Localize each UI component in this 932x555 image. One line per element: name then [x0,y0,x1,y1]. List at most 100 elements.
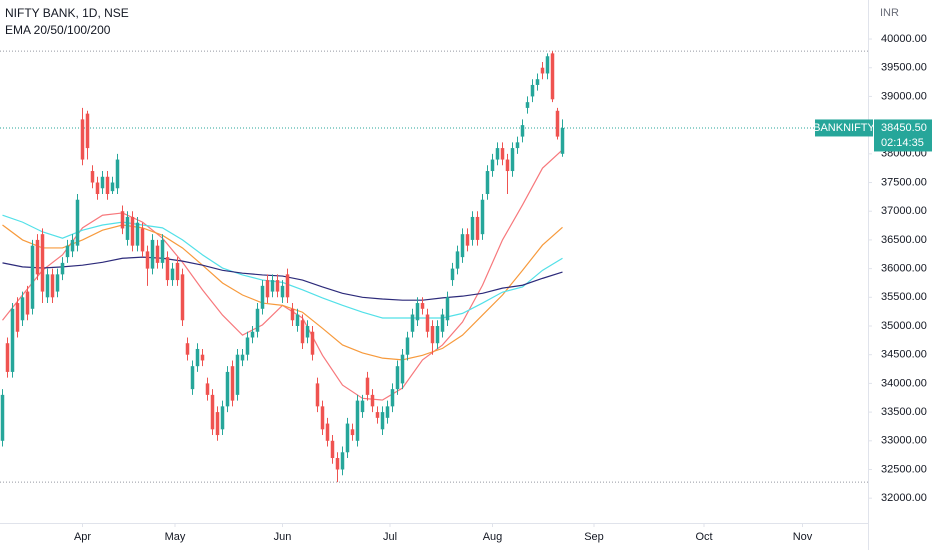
candle-body [360,400,365,413]
candle-body [335,458,340,470]
y-tick-label: 39000.00 [881,90,927,102]
candle-body [260,285,265,309]
candle-body [460,234,465,258]
candle-body [420,303,425,309]
candle-body [85,113,90,149]
candle-body [505,159,510,172]
candle-body [395,366,400,390]
candle-body [350,429,355,436]
x-tick-label: Apr [74,531,91,543]
candle-body [150,239,155,269]
y-tick-label: 33000.00 [881,435,927,447]
candle-body [485,171,490,194]
candle-body [440,314,445,332]
x-tick-label: Oct [695,531,712,543]
candle-body [380,412,385,430]
candle-body [60,262,65,275]
candle-body [290,308,295,321]
price-tag [874,119,932,152]
candle-body [170,268,175,281]
candle-body [240,354,245,361]
candle-body [20,297,25,321]
candle-body [75,199,80,246]
candle-body [450,268,455,281]
y-tick-label: 34000.00 [881,377,927,389]
candle-body [340,452,345,470]
candle-body [130,216,135,246]
candle-body [430,326,435,344]
y-tick-label: 40000.00 [881,33,927,45]
candle-body [410,314,415,332]
candle-body [540,67,545,74]
symbol-tag [815,119,873,137]
candle-body [325,423,330,441]
candle-body [30,245,35,309]
candle-body [280,285,285,298]
candle-body [175,262,180,281]
candle-body [45,274,50,298]
indicator-label: EMA 20/50/100/200 [5,23,111,37]
candle-body [265,280,270,298]
candle-body [135,222,140,246]
symbol-label: BANKNIFTY [813,122,875,134]
candle-body [510,148,515,172]
candle-body [245,337,250,355]
candle-body [555,110,560,137]
candle-body [535,79,540,85]
candle-body [40,234,45,292]
candle-body [275,280,280,292]
candle-body [385,406,390,418]
candle-body [445,297,450,321]
chart-title: NIFTY BANK, 1D, NSE [5,6,129,20]
x-tick-label: Jul [383,531,397,543]
candle-body [165,257,170,281]
candle-body [235,354,240,395]
candle-body [50,274,55,298]
candle-body [140,228,145,252]
currency: INR [880,7,899,19]
candle-body [400,354,405,384]
candle-body [255,308,260,332]
candle-body [465,234,470,246]
candle-body [515,142,520,149]
candle-body [100,176,105,189]
candle-body [455,251,460,269]
candle-body [205,383,210,395]
candle-body [320,406,325,430]
y-tick-label: 36000.00 [881,263,927,275]
candle-body [80,119,85,160]
candle-body [545,56,550,74]
candle-body [70,239,75,252]
y-tick-label: 34500.00 [881,349,927,361]
candle-body [495,148,500,160]
candle-body [415,303,420,321]
candle-body [270,280,275,292]
candle-body [35,239,40,275]
candle-body [490,159,495,172]
candle-body [525,102,530,108]
countdown: 02:14:35 [881,137,924,149]
candle-body [310,331,315,355]
candle-body [520,125,525,137]
candle-body [5,343,10,372]
candle-body [220,406,225,430]
y-tick-label: 36500.00 [881,234,927,246]
candle-body [125,216,130,240]
candle-body [160,239,165,263]
candle-body [110,182,115,192]
y-tick-label: 32500.00 [881,463,927,475]
candle-body [145,251,150,269]
candle-body [295,314,300,327]
candle-body [435,326,440,344]
candle-body [120,211,125,229]
x-tick-label: Aug [483,531,503,543]
ema-line [2,224,563,361]
candle-body [365,377,370,395]
y-tick-label: 35500.00 [881,291,927,303]
candle-body [475,216,480,240]
candle-body [15,303,20,332]
x-tick-label: Jun [274,531,292,543]
candle-body [500,148,505,160]
candle-body [200,354,205,361]
